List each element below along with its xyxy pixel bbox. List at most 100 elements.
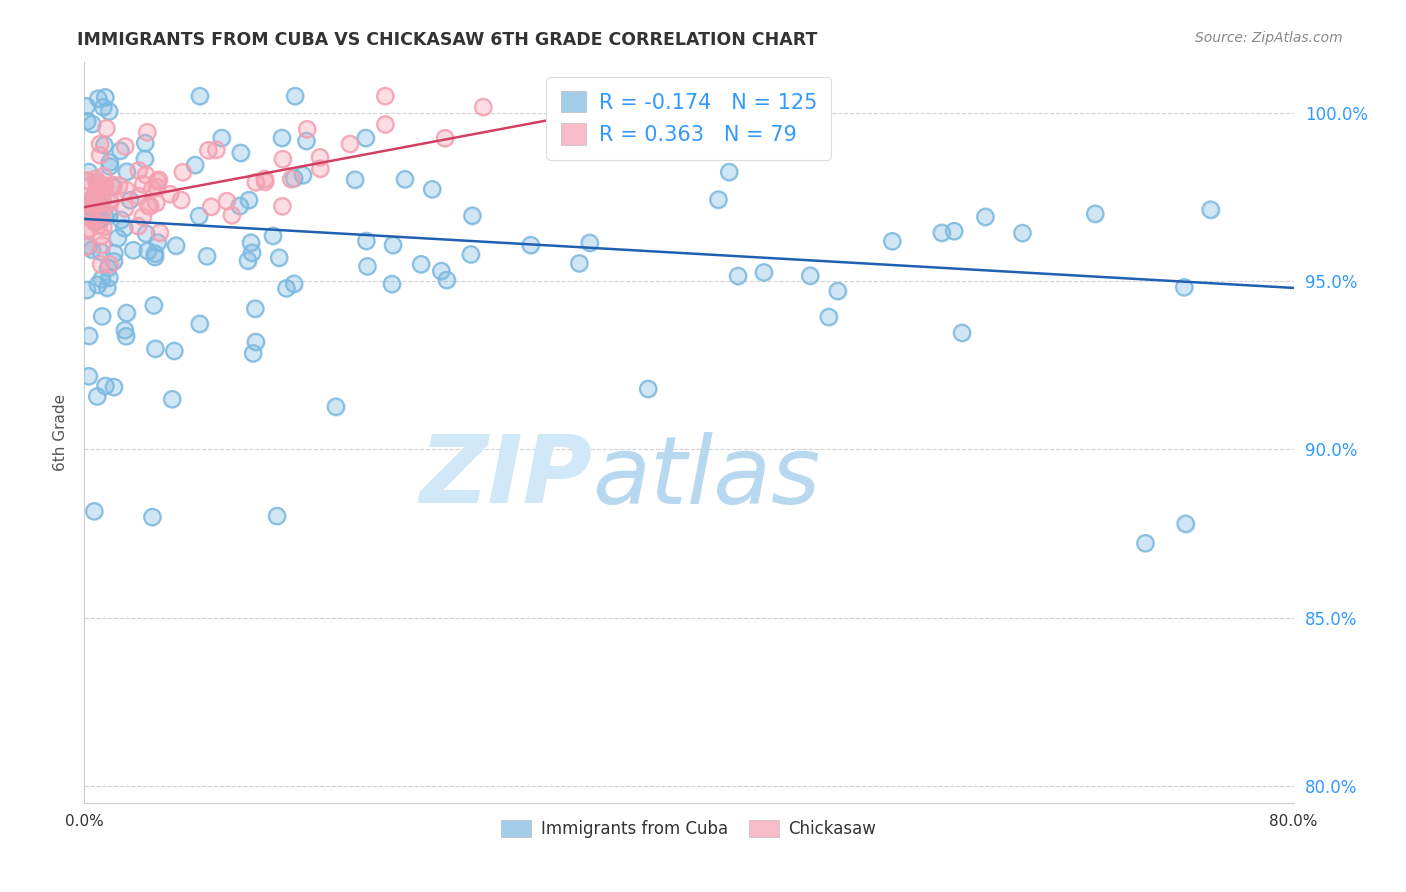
Point: [146, 174, 169, 188]
Point: [136, 244, 159, 258]
Point: [76, 114, 98, 128]
Point: [86, 389, 108, 403]
Point: [83, 214, 105, 228]
Point: [98, 155, 121, 169]
Point: [110, 144, 132, 158]
Point: [146, 235, 169, 250]
Point: [170, 193, 193, 207]
Point: [707, 193, 730, 207]
Point: [139, 199, 162, 213]
Point: [97, 260, 120, 275]
Point: [420, 182, 443, 196]
Point: [89, 148, 111, 162]
Point: [96, 280, 118, 294]
Point: [269, 251, 291, 265]
Point: [132, 210, 155, 224]
Point: [295, 122, 318, 136]
Point: [114, 202, 136, 216]
Point: [89, 178, 111, 193]
Point: [409, 257, 432, 271]
Point: [86, 277, 108, 292]
Point: [827, 284, 849, 298]
Point: [295, 122, 318, 136]
Point: [430, 264, 453, 278]
Point: [339, 136, 361, 151]
Point: [82, 117, 104, 131]
Point: [271, 199, 294, 213]
Point: [339, 136, 361, 151]
Point: [128, 163, 150, 178]
Point: [172, 165, 194, 179]
Point: [93, 138, 115, 153]
Point: [436, 273, 458, 287]
Point: [77, 165, 100, 179]
Point: [89, 198, 111, 212]
Point: [200, 200, 222, 214]
Point: [931, 226, 953, 240]
Point: [135, 168, 157, 182]
Point: [97, 260, 120, 275]
Point: [262, 228, 284, 243]
Point: [110, 144, 132, 158]
Point: [165, 238, 187, 252]
Point: [228, 199, 250, 213]
Point: [254, 175, 277, 189]
Point: [94, 379, 117, 393]
Point: [108, 178, 131, 193]
Point: [817, 310, 839, 324]
Point: [1199, 202, 1222, 217]
Point: [165, 238, 187, 252]
Point: [139, 199, 162, 213]
Point: [240, 245, 263, 260]
Point: [799, 268, 821, 283]
Point: [110, 213, 132, 227]
Point: [266, 508, 288, 523]
Point: [77, 174, 100, 188]
Point: [83, 191, 105, 205]
Point: [460, 247, 482, 261]
Point: [90, 212, 112, 227]
Point: [87, 219, 110, 233]
Point: [83, 504, 105, 518]
Point: [77, 210, 100, 224]
Point: [242, 346, 264, 360]
Point: [114, 139, 136, 153]
Point: [89, 136, 111, 151]
Point: [409, 257, 432, 271]
Point: [77, 222, 100, 236]
Point: [374, 118, 396, 132]
Point: [136, 199, 159, 213]
Point: [83, 194, 105, 209]
Point: [195, 249, 218, 263]
Point: [91, 100, 114, 114]
Point: [374, 118, 396, 132]
Point: [707, 193, 730, 207]
Point: [148, 172, 170, 186]
Point: [280, 172, 302, 186]
Point: [112, 220, 135, 235]
Point: [90, 244, 112, 259]
Point: [128, 163, 150, 178]
Point: [77, 210, 100, 224]
Point: [75, 99, 97, 113]
Point: [276, 281, 298, 295]
Point: [141, 182, 163, 196]
Point: [83, 214, 105, 228]
Point: [242, 346, 264, 360]
Point: [149, 226, 172, 240]
Point: [221, 208, 243, 222]
Point: [188, 89, 211, 103]
Point: [245, 175, 267, 189]
Point: [80, 243, 103, 257]
Point: [284, 89, 307, 103]
Point: [98, 270, 121, 285]
Point: [89, 196, 111, 211]
Point: [394, 172, 416, 186]
Point: [91, 100, 114, 114]
Point: [93, 209, 115, 223]
Point: [127, 219, 149, 233]
Point: [115, 306, 138, 320]
Point: [578, 235, 600, 250]
Point: [381, 277, 404, 291]
Point: [115, 183, 138, 197]
